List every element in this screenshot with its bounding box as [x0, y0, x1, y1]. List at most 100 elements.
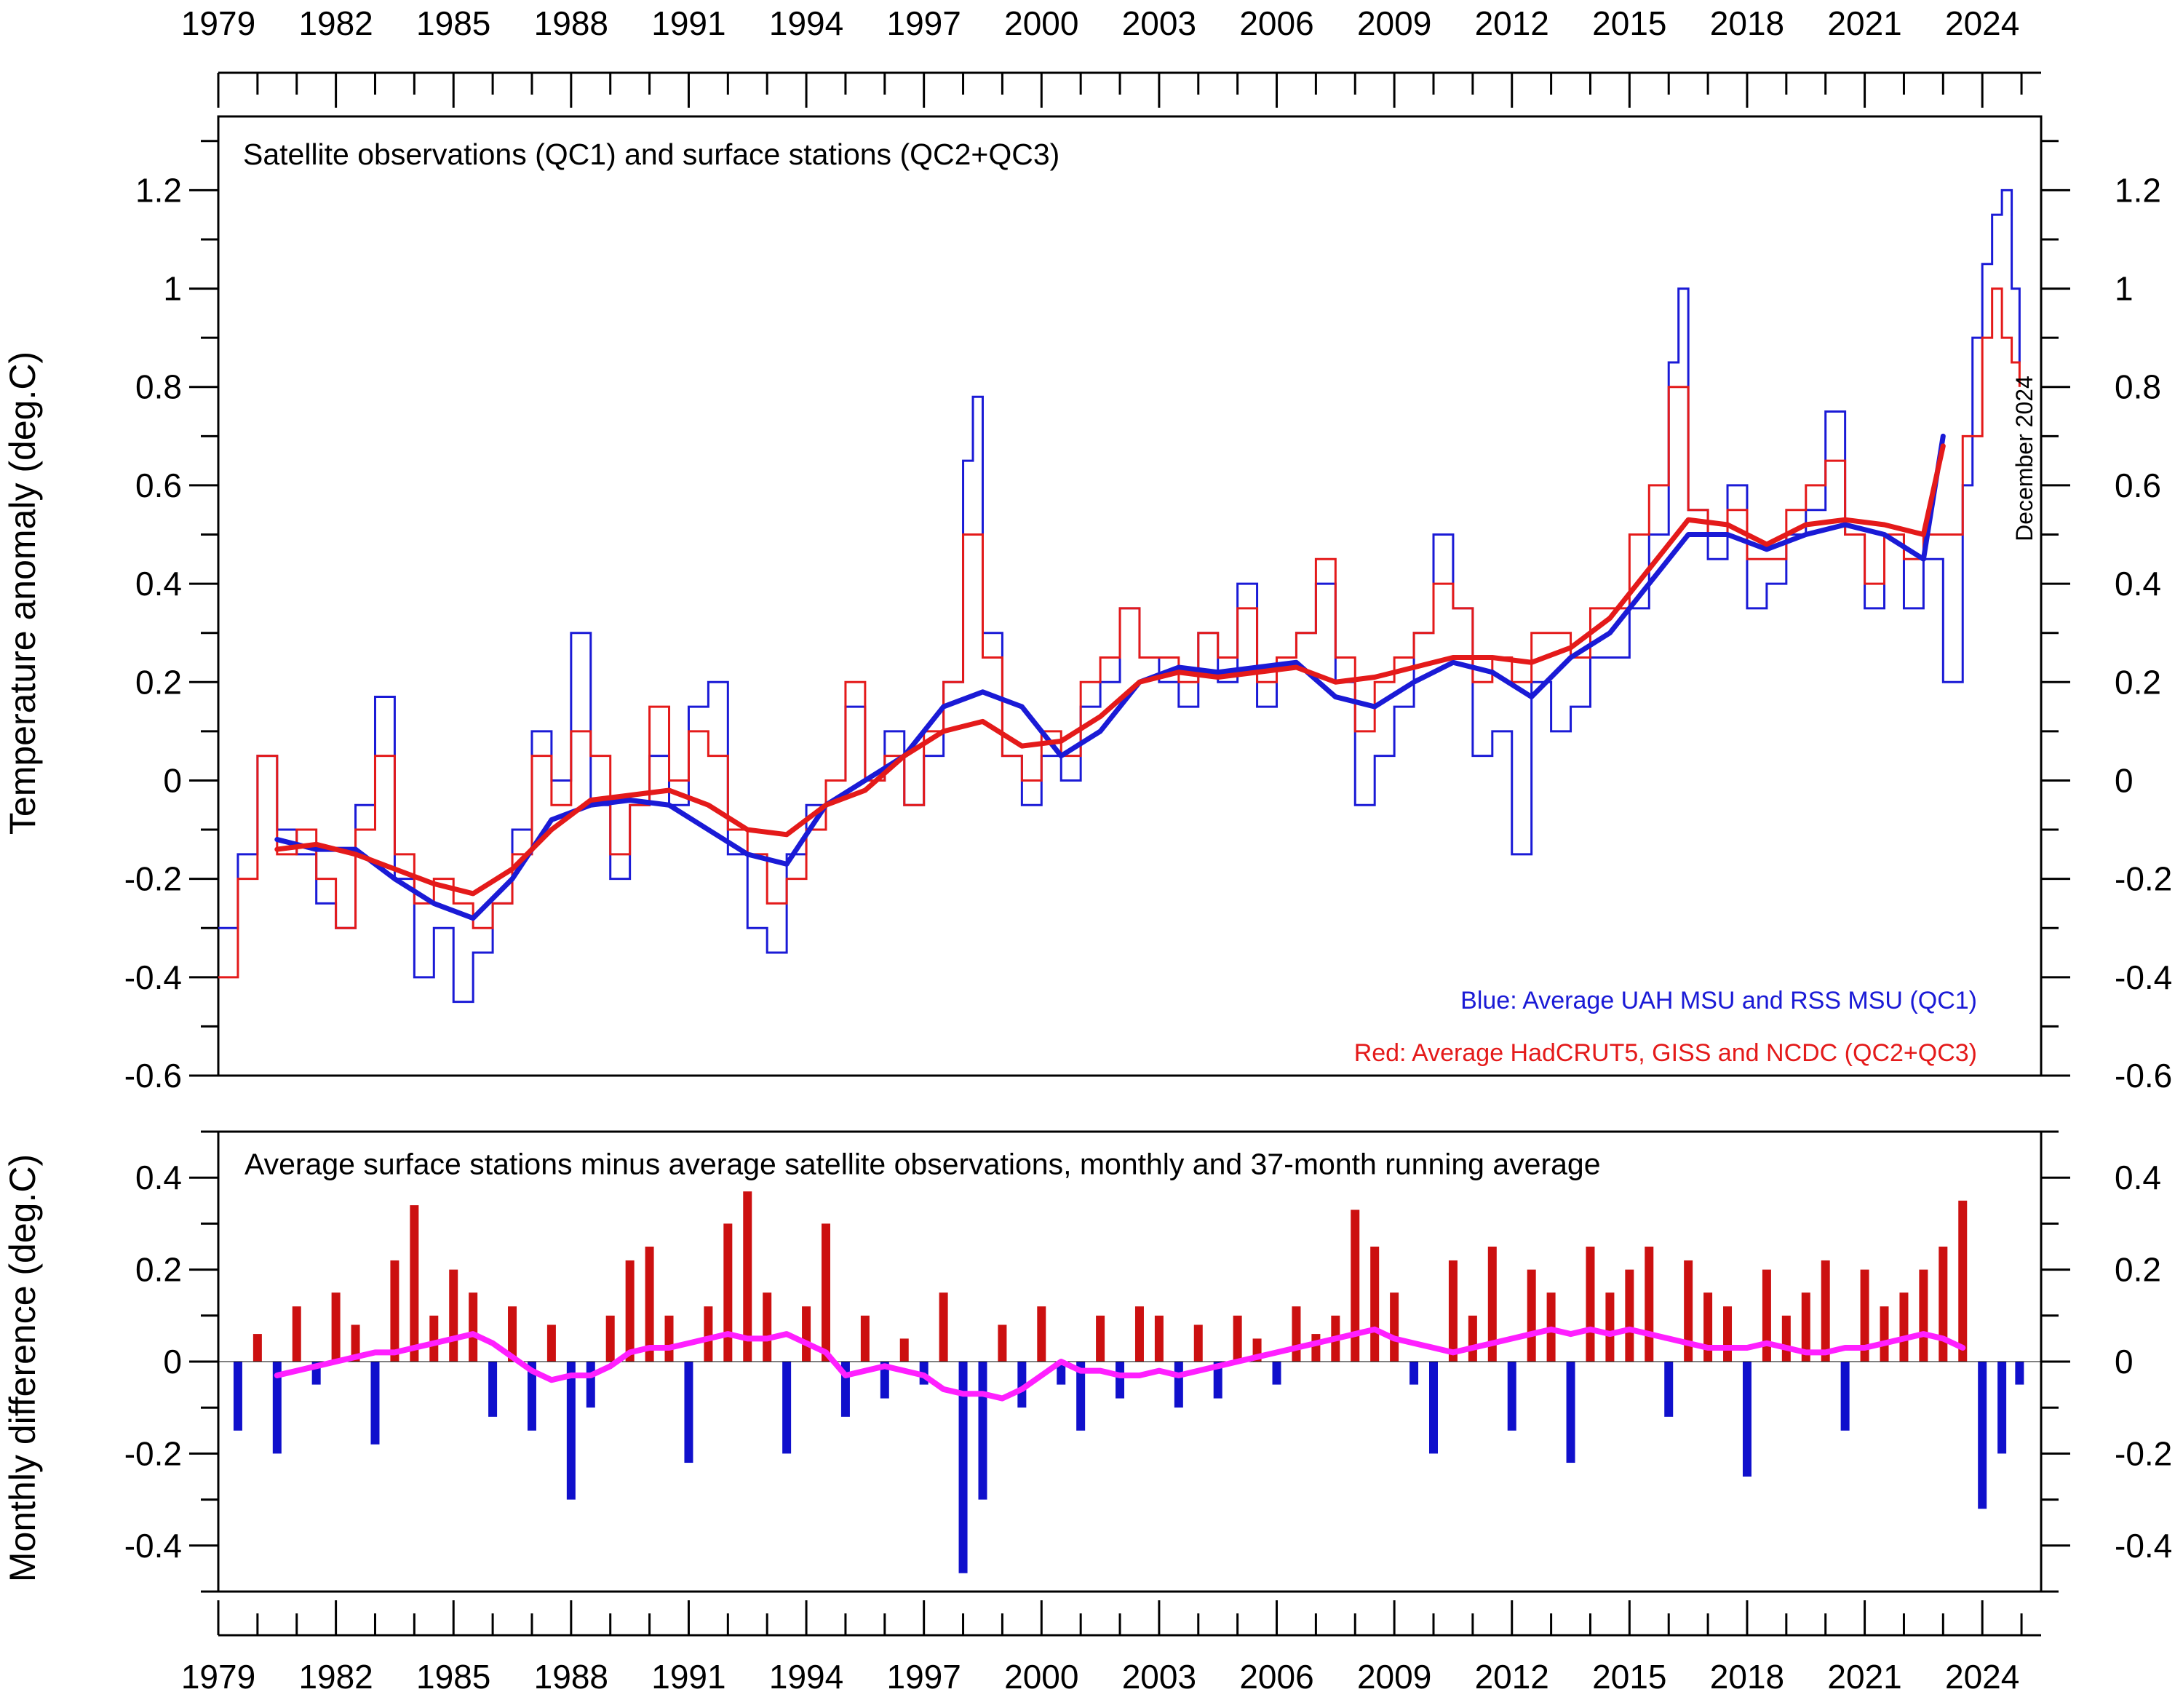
- y-tick-label-right: 0.8: [2115, 368, 2161, 406]
- y-tick-label-left: -0.2: [124, 1434, 182, 1472]
- difference-bar-positive: [1448, 1260, 1458, 1362]
- top-x-tick-label: 2021: [1827, 4, 1901, 42]
- difference-bar-negative: [880, 1362, 889, 1399]
- difference-bar-positive: [449, 1269, 458, 1362]
- y-tick-label-right: -0.4: [2115, 958, 2172, 996]
- difference-bar-negative: [233, 1362, 242, 1431]
- difference-bar-negative: [782, 1362, 792, 1454]
- difference-bar-positive: [1860, 1269, 1869, 1362]
- difference-bar-negative: [1116, 1362, 1125, 1399]
- y-tick-label-left: 0: [163, 1343, 182, 1381]
- upper-y-axis-right: -0.6 -0.4 -0.2 0 0.2 0.4 0.6 0.8 1 1.2: [2041, 140, 2172, 1095]
- y-tick-label-left: 1: [163, 270, 182, 308]
- bottom-x-tick-label: 1994: [769, 1658, 843, 1696]
- bottom-x-tick-label: 2003: [1122, 1658, 1196, 1696]
- upper-y-axis-left: -0.6 -0.4 -0.2 0 0.2 0.4 0.6 0.8 1 1.2: [124, 140, 218, 1095]
- top-x-tick-label: 2006: [1239, 4, 1313, 42]
- difference-bar-positive: [508, 1306, 517, 1362]
- difference-bar-positive: [860, 1315, 870, 1362]
- difference-bar-positive: [1781, 1315, 1791, 1362]
- difference-bar-positive: [390, 1260, 399, 1362]
- difference-bar-negative: [1997, 1362, 2007, 1454]
- difference-bar-positive: [1096, 1315, 1105, 1362]
- y-tick-label-left: 0.4: [135, 1159, 182, 1196]
- y-tick-label-left: 1.2: [135, 171, 182, 209]
- upper-panel-title: Satellite observations (QC1) and surface…: [243, 138, 1059, 171]
- difference-bar-positive: [1723, 1306, 1733, 1362]
- difference-bar-positive: [1586, 1247, 1595, 1362]
- difference-bar-positive: [939, 1292, 948, 1362]
- bottom-x-tick-label: 2006: [1239, 1658, 1313, 1696]
- top-x-tick-label: 2024: [1945, 4, 2019, 42]
- bottom-x-tick-label: 2018: [1710, 1658, 1784, 1696]
- difference-bar-positive: [704, 1306, 713, 1362]
- bottom-x-tick-label: 2009: [1357, 1658, 1431, 1696]
- difference-bar-positive: [1037, 1306, 1046, 1362]
- bottom-x-tick-label: 2012: [1475, 1658, 1549, 1696]
- lower-y-axis-left: -0.4 -0.2 0 0.2 0.4: [124, 1130, 218, 1593]
- lower-panel-title: Average surface stations minus average s…: [244, 1148, 1601, 1181]
- difference-bar-positive: [743, 1191, 752, 1362]
- top-x-tick-label: 1991: [651, 4, 725, 42]
- difference-bar-positive: [1154, 1315, 1164, 1362]
- top-x-tick-label: 1997: [887, 4, 961, 42]
- y-tick-label-right: -0.6: [2115, 1057, 2172, 1095]
- difference-bar-positive: [1605, 1292, 1615, 1362]
- y-tick-label-right: -0.4: [2115, 1527, 2172, 1565]
- difference-bar-positive: [1625, 1269, 1634, 1362]
- y-tick-label-left: 0.2: [135, 1251, 182, 1289]
- difference-bar-positive: [1292, 1306, 1301, 1362]
- date-annotation: December 2024: [2011, 376, 2037, 541]
- difference-bar-negative: [1057, 1362, 1066, 1385]
- difference-bar-negative: [1174, 1362, 1183, 1408]
- top-x-tick-label: 1985: [416, 4, 490, 42]
- y-tick-label-right: 1.2: [2115, 171, 2161, 209]
- difference-bar-positive: [1468, 1315, 1477, 1362]
- bottom-x-tick-label: 1997: [887, 1658, 961, 1696]
- difference-bar-negative: [1429, 1362, 1438, 1454]
- y-tick-label-right: -0.2: [2115, 860, 2172, 898]
- difference-bar-positive: [292, 1306, 301, 1362]
- y-tick-label-left: 0.4: [135, 565, 182, 603]
- difference-running-average: [274, 1326, 1966, 1402]
- top-x-tick-label: 1982: [298, 4, 373, 42]
- difference-bar-negative: [272, 1362, 282, 1454]
- y-tick-label-right: 1: [2115, 270, 2134, 308]
- difference-bar-positive: [645, 1247, 654, 1362]
- upper-y-axis-title: Temperature anomaly (deg.C): [2, 351, 43, 835]
- difference-bar-positive: [625, 1260, 635, 1362]
- y-tick-label-right: -0.2: [2115, 1434, 2172, 1472]
- y-tick-label-left: 0: [163, 761, 182, 799]
- difference-bar-negative: [1978, 1362, 1987, 1509]
- difference-bar-positive: [822, 1223, 830, 1362]
- bottom-x-tick-label: 2015: [1592, 1658, 1666, 1696]
- surface-running-average: [274, 443, 1946, 897]
- difference-bar-positive: [1684, 1260, 1693, 1362]
- y-tick-label-left: -0.6: [124, 1057, 182, 1095]
- difference-bar-positive: [802, 1306, 811, 1362]
- y-tick-label-left: -0.4: [124, 958, 182, 996]
- difference-bar-negative: [1507, 1362, 1516, 1431]
- bottom-x-tick-label: 2024: [1945, 1658, 2019, 1696]
- bottom-x-tick-label: 1982: [298, 1658, 373, 1696]
- y-tick-label-right: 0.4: [2115, 565, 2161, 603]
- upper-plot-frame: [217, 115, 2043, 1077]
- difference-bar-negative: [2015, 1362, 2024, 1385]
- difference-bar-positive: [723, 1223, 733, 1362]
- difference-bar-negative: [488, 1362, 498, 1417]
- difference-bar-positive: [1958, 1200, 1968, 1362]
- difference-bar-positive: [253, 1334, 262, 1362]
- satellite-running-average: [274, 433, 1946, 921]
- difference-bar-positive: [1233, 1315, 1242, 1362]
- difference-bar-positive: [1880, 1306, 1889, 1362]
- y-tick-label-left: -0.4: [124, 1527, 182, 1565]
- bottom-x-tick-label: 1979: [181, 1658, 255, 1696]
- difference-bar-positive: [469, 1292, 478, 1362]
- difference-bar-positive: [429, 1315, 439, 1362]
- y-tick-label-right: 0: [2115, 1343, 2134, 1381]
- upper-series-layer: [218, 188, 2021, 1004]
- difference-bar-positive: [410, 1205, 419, 1362]
- difference-bar-positive: [1527, 1269, 1536, 1362]
- top-x-tick-label: 1988: [534, 4, 608, 42]
- y-tick-label-left: 0.8: [135, 368, 182, 406]
